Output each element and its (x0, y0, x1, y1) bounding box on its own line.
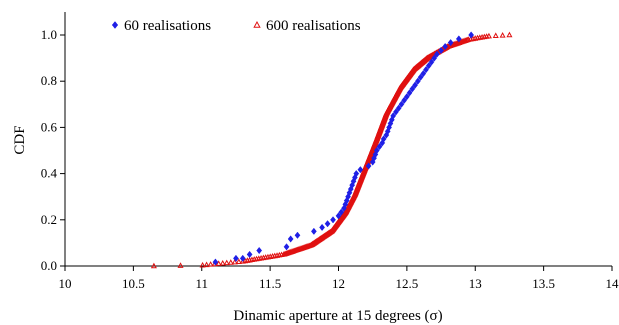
data-point-60 (365, 162, 372, 170)
x-tick-label: 12.5 (396, 276, 419, 291)
data-point-60 (409, 85, 416, 93)
data-point-60 (390, 112, 397, 120)
data-point-60 (420, 69, 427, 78)
data-point-60 (438, 46, 444, 55)
data-point-60 (417, 73, 424, 81)
y-tick-label: 0.4 (41, 166, 58, 181)
x-tick-label: 13.5 (532, 276, 555, 291)
data-point-60 (256, 246, 263, 255)
legend-marker-600 (253, 20, 261, 28)
data-point-60 (447, 39, 454, 47)
legend-marker-60 (111, 21, 119, 29)
x-tick-label: 12 (332, 276, 345, 291)
data-point-60 (403, 93, 410, 101)
data-point-600 (215, 260, 222, 266)
x-tick-label: 13 (469, 276, 482, 291)
data-point-60 (414, 77, 421, 85)
data-point-60 (395, 104, 402, 112)
y-tick-label: 1.0 (41, 27, 57, 42)
data-point-60 (468, 31, 475, 39)
data-point-60 (431, 54, 438, 62)
data-point-600 (199, 261, 206, 268)
data-point-60 (335, 212, 342, 220)
x-tick-label: 11 (195, 276, 208, 291)
y-tick-label: 0.0 (41, 258, 57, 273)
data-point-60 (338, 208, 345, 216)
data-point-600 (223, 259, 230, 266)
data-point-600 (506, 31, 513, 38)
data-point-60 (373, 146, 380, 155)
data-point-60 (434, 50, 440, 58)
data-point-60 (442, 42, 449, 51)
data-point-60 (212, 258, 219, 266)
data-point-60 (319, 223, 325, 232)
data-point-60 (324, 220, 331, 228)
data-point-60 (294, 231, 301, 239)
data-point-60 (428, 58, 435, 66)
data-point-60 (233, 254, 239, 262)
x-tick-label: 10 (59, 276, 72, 291)
legend-triangle-icon (253, 20, 261, 28)
data-point-60 (246, 250, 253, 259)
data-point-60 (376, 142, 383, 151)
data-point-60 (239, 254, 246, 262)
x-tick-label: 11.5 (259, 276, 281, 291)
data-point-600 (227, 259, 234, 265)
data-point-60 (380, 135, 387, 143)
data-point-60 (398, 100, 405, 108)
data-point-60 (455, 35, 462, 43)
data-point-60 (393, 108, 399, 116)
series-60-realisations (212, 31, 475, 266)
data-point-600 (492, 32, 499, 38)
data-point-60 (330, 216, 336, 224)
data-point-60 (406, 89, 413, 97)
data-point-60 (353, 169, 360, 178)
data-point-60 (357, 166, 364, 174)
data-point-600 (235, 258, 242, 264)
data-point-60 (311, 227, 317, 235)
legend: 60 realisations 600 realisations (111, 18, 361, 34)
data-point-600 (485, 32, 492, 39)
data-point-600 (177, 262, 184, 268)
x-tick-label: 14 (606, 276, 619, 291)
y-axis-title: CDF (12, 125, 28, 154)
data-point-60 (287, 235, 294, 243)
legend-label-60: 60 realisations (124, 18, 211, 34)
data-point-600 (203, 261, 210, 268)
y-tick-label: 0.2 (41, 212, 57, 227)
data-point-60 (283, 243, 290, 251)
data-point-60 (412, 81, 418, 89)
data-point-600 (219, 259, 226, 266)
data-point-600 (499, 32, 506, 38)
data-point-60 (401, 96, 408, 104)
data-point-60 (425, 62, 432, 70)
data-point-60 (423, 66, 429, 74)
y-tick-label: 0.6 (41, 119, 58, 134)
x-ticks: 10 10.5 11 11.5 12 12.5 13 13.5 14 (59, 266, 619, 291)
data-point-600 (207, 261, 214, 267)
series-600-realisations (150, 31, 513, 269)
legend-diamond-icon (111, 21, 119, 29)
data-point-600 (150, 262, 157, 269)
x-axis-title: Dinamic aperture at 15 degrees (σ) (233, 308, 442, 324)
y-tick-label: 0.8 (41, 73, 57, 88)
x-tick-label: 10.5 (122, 276, 145, 291)
y-ticks: 0.0 0.2 0.4 0.6 0.8 1.0 (41, 27, 65, 273)
legend-label-600: 600 realisations (266, 18, 361, 34)
